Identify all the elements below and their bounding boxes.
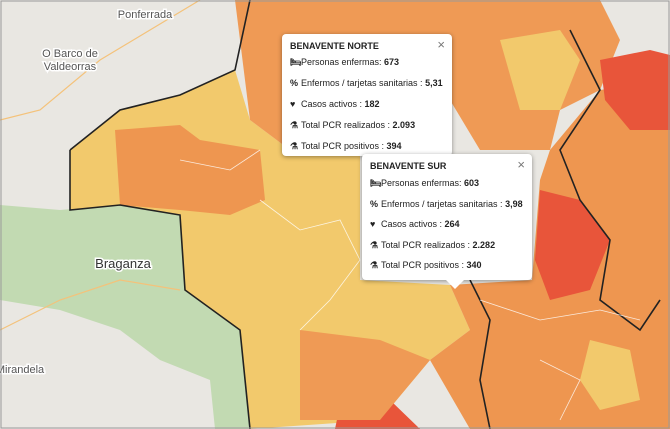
row-label: Casos activos : [301, 99, 365, 109]
yellow-region [500, 30, 580, 110]
yellow-region [580, 340, 640, 410]
row-value: 673 [384, 57, 400, 67]
row-value: 182 [364, 99, 380, 109]
place-label: Braganza [95, 256, 151, 271]
line [539, 359, 581, 421]
place-label: O Barco de [42, 48, 98, 60]
place-label: Ponferrada [118, 9, 173, 21]
row-label: Enfermos / tarjetas sanitarias : [381, 199, 506, 209]
border [559, 29, 661, 332]
line [259, 199, 361, 331]
popup-row: % Enfermos / tarjetas sanitarias : 3,98 [370, 199, 523, 209]
popup-row: 🛏Personas enfermas: 603 [370, 178, 480, 188]
orange-region [300, 330, 430, 420]
red-region [535, 190, 610, 300]
row-value: 394 [386, 141, 402, 151]
roads [0, 0, 201, 331]
red-region [600, 50, 670, 130]
place-label: Mirandela [0, 364, 45, 376]
row-value: 2.282 [472, 240, 496, 250]
popup-row: ⚗ Total PCR positivos : 394 [290, 141, 402, 151]
popup-row: ⚗ Total PCR realizados : 2.093 [290, 120, 416, 130]
popup: BENAVENTE NORTE × 🛏Personas enfermas: 67… [282, 34, 452, 156]
row-value: 340 [466, 260, 482, 270]
popup-row: ⚗ Total PCR realizados : 2.282 [370, 240, 496, 250]
row-label: Total PCR positivos : [381, 260, 467, 270]
popup-row: 🛏Personas enfermas: 673 [290, 57, 400, 67]
line [479, 299, 641, 321]
row-value: 264 [444, 219, 460, 229]
orange-region [115, 125, 265, 215]
close-button[interactable]: × [517, 157, 525, 172]
row-label: Casos activos : [381, 219, 445, 229]
popup-row: ♥ Casos activos : 264 [370, 219, 460, 229]
line [179, 149, 261, 171]
row-value: 5,31 [425, 78, 443, 88]
popup-title: BENAVENTE SUR [370, 161, 447, 171]
row-label: Total PCR positivos : [301, 141, 387, 151]
popup-row: ⚗ Total PCR positivos : 340 [370, 260, 482, 270]
popup: BENAVENTE SUR × 🛏Personas enfermas: 603 … [362, 154, 532, 280]
green-area [0, 205, 250, 429]
row-label: Enfermos / tarjetas sanitarias : [301, 78, 426, 88]
row-value: 3,98 [505, 199, 523, 209]
municipal-lines [179, 149, 641, 421]
row-label: Total PCR realizados : [301, 120, 393, 130]
popup-pointer [446, 280, 464, 289]
popup-row: % Enfermos / tarjetas sanitarias : 5,31 [290, 78, 443, 88]
popup-row: ♥ Casos activos : 182 [290, 99, 380, 109]
border [69, 150, 251, 429]
row-label: Personas enfermas: [301, 57, 385, 67]
place-label: Valdeorras [44, 61, 97, 73]
road [0, 0, 201, 121]
popup-title: BENAVENTE NORTE [290, 41, 379, 51]
road [0, 279, 181, 331]
row-label: Personas enfermas: [381, 178, 465, 188]
border [69, 0, 251, 151]
row-value: 603 [464, 178, 480, 188]
row-label: Total PCR realizados : [381, 240, 473, 250]
close-button[interactable]: × [437, 37, 445, 52]
row-value: 2.093 [392, 120, 416, 130]
